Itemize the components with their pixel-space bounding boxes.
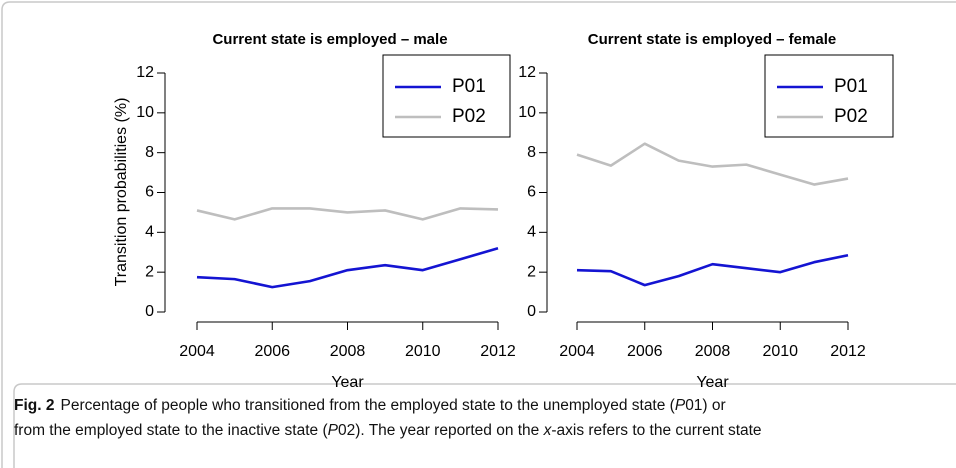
x-tick-label: 2008	[695, 343, 731, 360]
chart-title: Current state is employed – male	[212, 31, 447, 48]
y-tick-label: 10	[136, 104, 154, 121]
caption: Fig. 2 Percentage of people who transitio…	[14, 393, 762, 443]
y-tick-label: 8	[527, 144, 536, 161]
y-axis-label: Transition probabilities (%)	[113, 98, 130, 287]
y-tick-label: 12	[136, 64, 154, 81]
series-line	[196, 247, 499, 289]
x-tick-label: 2004	[179, 343, 215, 360]
y-tick-label: 2	[527, 263, 536, 280]
x-tick-label: 2010	[762, 343, 798, 360]
series-line	[196, 207, 499, 221]
series-line	[576, 142, 849, 186]
legend-label: P02	[834, 106, 868, 127]
caption-frame	[13, 383, 956, 468]
legend-label: P01	[452, 76, 486, 97]
y-tick-label: 2	[145, 263, 154, 280]
caption-text: P	[674, 397, 686, 414]
chart-title: Current state is employed – female	[588, 31, 836, 48]
series-line	[576, 253, 849, 287]
x-tick-label: 2006	[254, 343, 290, 360]
y-tick-label: 0	[527, 303, 536, 320]
caption-line: from the employed state to the inactive …	[14, 418, 762, 443]
caption-text: 02). The year reported on the	[337, 422, 544, 439]
legend-label: P02	[452, 106, 486, 127]
legend-box	[382, 54, 511, 138]
x-tick-label: 2012	[830, 343, 866, 360]
x-tick-label: 2012	[480, 343, 516, 360]
caption-text: -axis refers to the current state	[551, 422, 762, 439]
caption-text: from the employed state to the inactive …	[14, 422, 328, 439]
y-tick-label: 10	[518, 104, 536, 121]
caption-label: Fig. 2	[14, 397, 55, 414]
caption-text: x	[543, 422, 552, 439]
x-tick-label: 2006	[627, 343, 663, 360]
caption-text: 01) or	[685, 397, 726, 414]
x-tick-label: 2004	[559, 343, 595, 360]
y-tick-label: 4	[527, 224, 536, 241]
x-axis-label: Year	[331, 374, 364, 391]
y-tick-label: 12	[518, 64, 536, 81]
caption-text: Percentage of people who transitioned fr…	[60, 397, 675, 414]
y-tick-label: 6	[527, 184, 536, 201]
y-tick-label: 8	[145, 144, 154, 161]
x-tick-label: 2008	[330, 343, 366, 360]
legend-label: P01	[834, 76, 868, 97]
legend-box	[764, 54, 894, 138]
x-tick-label: 2010	[405, 343, 441, 360]
y-tick-label: 4	[145, 224, 154, 241]
caption-line: Fig. 2 Percentage of people who transitio…	[14, 393, 762, 418]
caption-text: P	[327, 422, 338, 439]
x-axis-label: Year	[696, 374, 729, 391]
y-tick-label: 6	[145, 184, 154, 201]
y-tick-label: 0	[145, 303, 154, 320]
